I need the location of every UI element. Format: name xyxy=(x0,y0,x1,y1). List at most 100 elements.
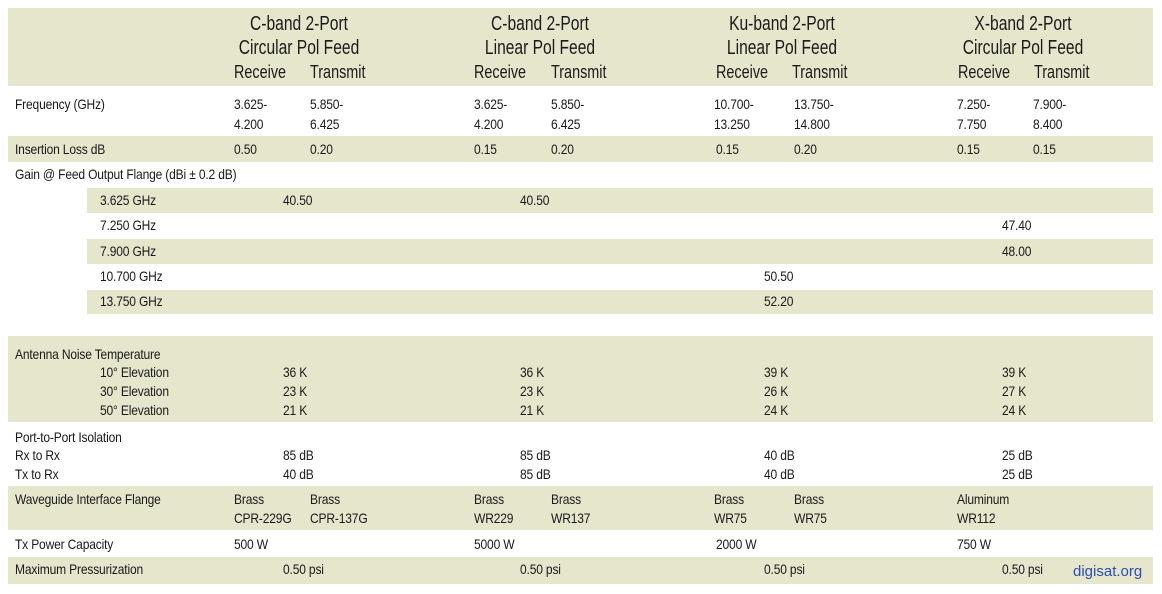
insertion-loss-value: 0.15 xyxy=(1033,141,1056,157)
flange-label: Waveguide Interface Flange xyxy=(15,491,161,507)
insertion-loss-label: Insertion Loss dB xyxy=(15,141,106,157)
flange-band xyxy=(8,486,1153,530)
flange-value: WR75 xyxy=(714,510,747,526)
gain-value: 50.50 xyxy=(764,268,794,284)
col3-title-line1: Ku-band 2-Port xyxy=(729,13,835,35)
noise-temp-value: 23 K xyxy=(520,383,545,399)
insertion-loss-value: 0.15 xyxy=(474,141,497,157)
gain-7900-band xyxy=(87,239,1153,264)
col4-transmit-header: Transmit xyxy=(1034,62,1090,82)
col2-title-line1: C-band 2-Port xyxy=(491,13,589,35)
frequency-value: 5.850- xyxy=(310,96,344,112)
gain-freq-label: 3.625 GHz xyxy=(100,192,157,208)
isolation-value: 85 dB xyxy=(283,447,314,463)
tx-power-label: Tx Power Capacity xyxy=(15,536,114,552)
gain-value: 40.50 xyxy=(283,192,313,208)
pressure-band xyxy=(8,557,1153,584)
frequency-value: 7.250- xyxy=(957,96,991,112)
flange-value: Brass xyxy=(714,491,744,507)
tx-power-value: 2000 W xyxy=(716,536,757,552)
gain-freq-label: 13.750 GHz xyxy=(100,293,163,309)
gain-value: 48.00 xyxy=(1002,243,1032,259)
col1-title-line1: C-band 2-Port xyxy=(250,13,348,35)
noise-temp-value: 39 K xyxy=(764,364,789,380)
pressure-value: 0.50 psi xyxy=(283,561,324,577)
header-band xyxy=(8,8,1153,86)
insertion-loss-value: 0.20 xyxy=(310,141,333,157)
pressure-label: Maximum Pressurization xyxy=(15,561,144,577)
frequency-value: 4.200 xyxy=(234,116,264,132)
isolation-value: 85 dB xyxy=(520,466,551,482)
frequency-label: Frequency (GHz) xyxy=(15,96,105,112)
col2-transmit-header: Transmit xyxy=(551,62,607,82)
pressure-value: 0.50 psi xyxy=(764,561,805,577)
noise-temp-value: 36 K xyxy=(283,364,308,380)
isolation-value: 40 dB xyxy=(283,466,314,482)
pressure-value: 0.50 psi xyxy=(520,561,561,577)
gain-value: 52.20 xyxy=(764,293,794,309)
gain-label: Gain @ Feed Output Flange (dBi ± 0.2 dB) xyxy=(15,166,237,182)
frequency-value: 5.850- xyxy=(551,96,585,112)
isolation-row-label: Rx to Rx xyxy=(15,447,60,463)
gain-13750-band xyxy=(87,290,1153,314)
flange-value: Brass xyxy=(474,491,504,507)
tx-power-value: 750 W xyxy=(957,536,991,552)
col3-receive-header: Receive xyxy=(716,62,769,82)
noise-temp-value: 39 K xyxy=(1002,364,1027,380)
insertion-loss-value: 0.50 xyxy=(234,141,257,157)
insertion-loss-value: 0.15 xyxy=(957,141,980,157)
isolation-value: 40 dB xyxy=(764,447,795,463)
col2-title-line2: Linear Pol Feed xyxy=(484,37,596,59)
frequency-value: 13.250 xyxy=(714,116,750,132)
isolation-value: 25 dB xyxy=(1002,466,1033,482)
frequency-value: 10.700- xyxy=(714,96,754,112)
isolation-label: Port-to-Port Isolation xyxy=(15,429,122,445)
gain-freq-label: 7.900 GHz xyxy=(100,243,157,259)
col1-receive-header: Receive xyxy=(234,62,287,82)
noise-temp-value: 36 K xyxy=(520,364,545,380)
noise-temp-value: 24 K xyxy=(764,402,789,418)
elevation-label: 10° Elevation xyxy=(100,364,169,380)
frequency-value: 7.900- xyxy=(1033,96,1067,112)
flange-value: Brass xyxy=(794,491,824,507)
col3-title-line2: Linear Pol Feed xyxy=(726,37,838,59)
isolation-row-label: Tx to Rx xyxy=(15,466,59,482)
pressure-value: 0.50 psi xyxy=(1002,561,1043,577)
insertion-loss-band xyxy=(8,136,1153,162)
flange-value: Aluminum xyxy=(957,491,1010,507)
insertion-loss-value: 0.15 xyxy=(716,141,739,157)
noise-temp-band xyxy=(8,336,1153,422)
isolation-value: 25 dB xyxy=(1002,447,1033,463)
watermark: digisat.org xyxy=(1073,563,1143,580)
noise-temp-value: 21 K xyxy=(520,402,545,418)
elevation-label: 30° Elevation xyxy=(100,383,169,399)
flange-value: Brass xyxy=(310,491,340,507)
flange-value: WR112 xyxy=(957,510,996,526)
col2-receive-header: Receive xyxy=(474,62,527,82)
noise-temp-value: 24 K xyxy=(1002,402,1027,418)
col4-receive-header: Receive xyxy=(958,62,1011,82)
tx-power-value: 500 W xyxy=(234,536,268,552)
col4-title-line2: Circular Pol Feed xyxy=(962,37,1084,59)
insertion-loss-value: 0.20 xyxy=(794,141,817,157)
flange-value: Brass xyxy=(234,491,264,507)
frequency-value: 3.625- xyxy=(234,96,268,112)
flange-value: WR137 xyxy=(551,510,591,526)
frequency-value: 6.425 xyxy=(310,116,340,132)
frequency-value: 6.425 xyxy=(551,116,581,132)
flange-value: WR75 xyxy=(794,510,827,526)
isolation-value: 40 dB xyxy=(764,466,795,482)
noise-temp-label: Antenna Noise Temperature xyxy=(15,346,161,362)
noise-temp-value: 21 K xyxy=(283,402,308,418)
flange-value: Brass xyxy=(551,491,581,507)
frequency-value: 7.750 xyxy=(957,116,987,132)
frequency-value: 13.750- xyxy=(794,96,834,112)
gain-freq-label: 10.700 GHz xyxy=(100,268,163,284)
flange-value: CPR-137G xyxy=(310,510,368,526)
frequency-value: 14.800 xyxy=(794,116,830,132)
tx-power-value: 5000 W xyxy=(474,536,515,552)
noise-temp-value: 26 K xyxy=(764,383,789,399)
gain-value: 47.40 xyxy=(1002,217,1032,233)
frequency-value: 8.400 xyxy=(1033,116,1063,132)
noise-temp-value: 23 K xyxy=(283,383,308,399)
